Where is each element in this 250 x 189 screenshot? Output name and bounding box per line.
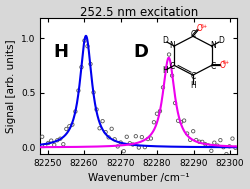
Point	[228, 145, 232, 148]
Point	[100, 120, 104, 123]
Point	[173, 101, 177, 105]
Point	[61, 143, 65, 146]
Text: O: O	[197, 24, 203, 33]
Point	[164, 67, 168, 70]
Point	[134, 135, 138, 138]
Point	[92, 91, 96, 94]
Text: C: C	[190, 30, 196, 39]
Point	[188, 138, 192, 141]
Point	[158, 110, 162, 113]
Point	[70, 123, 74, 126]
Point	[230, 137, 234, 140]
Text: H: H	[190, 81, 196, 90]
Text: H: H	[53, 43, 68, 61]
Point	[104, 131, 108, 134]
Point	[88, 63, 92, 66]
Point	[82, 39, 86, 42]
Point	[146, 138, 150, 141]
Point	[218, 139, 222, 142]
Point	[76, 89, 80, 92]
Point	[46, 141, 50, 144]
Text: N: N	[210, 41, 216, 50]
Point	[86, 45, 89, 48]
Point	[194, 139, 198, 142]
Point	[209, 149, 213, 152]
Point	[74, 110, 78, 113]
Text: N: N	[170, 41, 175, 50]
Point	[222, 146, 226, 149]
Point	[152, 121, 156, 124]
Point	[67, 125, 71, 128]
Point	[203, 143, 207, 146]
Point	[113, 138, 117, 141]
Text: C: C	[170, 62, 175, 71]
Point	[143, 146, 147, 149]
Text: C: C	[190, 72, 196, 81]
Text: O: O	[220, 61, 226, 70]
Point	[170, 74, 174, 77]
Point	[140, 136, 144, 139]
Point	[206, 144, 210, 147]
Point	[119, 141, 123, 144]
Point	[212, 141, 216, 144]
Point	[128, 142, 132, 145]
Point	[185, 132, 189, 135]
Text: C: C	[211, 62, 216, 71]
X-axis label: Wavenumber /cm⁻¹: Wavenumber /cm⁻¹	[88, 174, 190, 184]
Text: δ+: δ+	[201, 24, 208, 29]
Point	[200, 140, 204, 143]
Text: D: D	[218, 36, 224, 45]
Point	[40, 135, 44, 138]
Point	[131, 143, 135, 146]
Point	[182, 119, 186, 122]
Point	[116, 145, 120, 148]
Point	[98, 127, 102, 130]
Point	[234, 146, 237, 149]
Text: H: H	[162, 66, 168, 75]
Point	[80, 66, 84, 69]
Point	[106, 136, 110, 139]
Point	[191, 130, 195, 133]
Point	[125, 135, 129, 138]
Point	[149, 137, 153, 140]
Point	[94, 108, 98, 111]
Point	[55, 139, 59, 142]
Text: δ+: δ+	[223, 60, 230, 65]
Point	[176, 119, 180, 122]
Point	[167, 53, 171, 56]
Y-axis label: Signal [arb. units]: Signal [arb. units]	[6, 39, 16, 133]
Point	[137, 146, 141, 149]
Text: D: D	[162, 36, 168, 45]
Title: 252.5 nm excitation: 252.5 nm excitation	[80, 5, 198, 19]
Point	[224, 153, 228, 156]
Point	[155, 112, 159, 115]
Point	[122, 150, 126, 153]
Point	[179, 121, 183, 124]
Point	[110, 127, 114, 130]
Point	[215, 144, 219, 147]
Point	[58, 137, 62, 140]
Point	[161, 86, 165, 89]
Point	[197, 140, 201, 143]
Point	[43, 144, 47, 147]
Point	[52, 143, 56, 146]
Text: D: D	[133, 43, 148, 61]
Point	[49, 139, 53, 142]
Point	[64, 127, 68, 130]
